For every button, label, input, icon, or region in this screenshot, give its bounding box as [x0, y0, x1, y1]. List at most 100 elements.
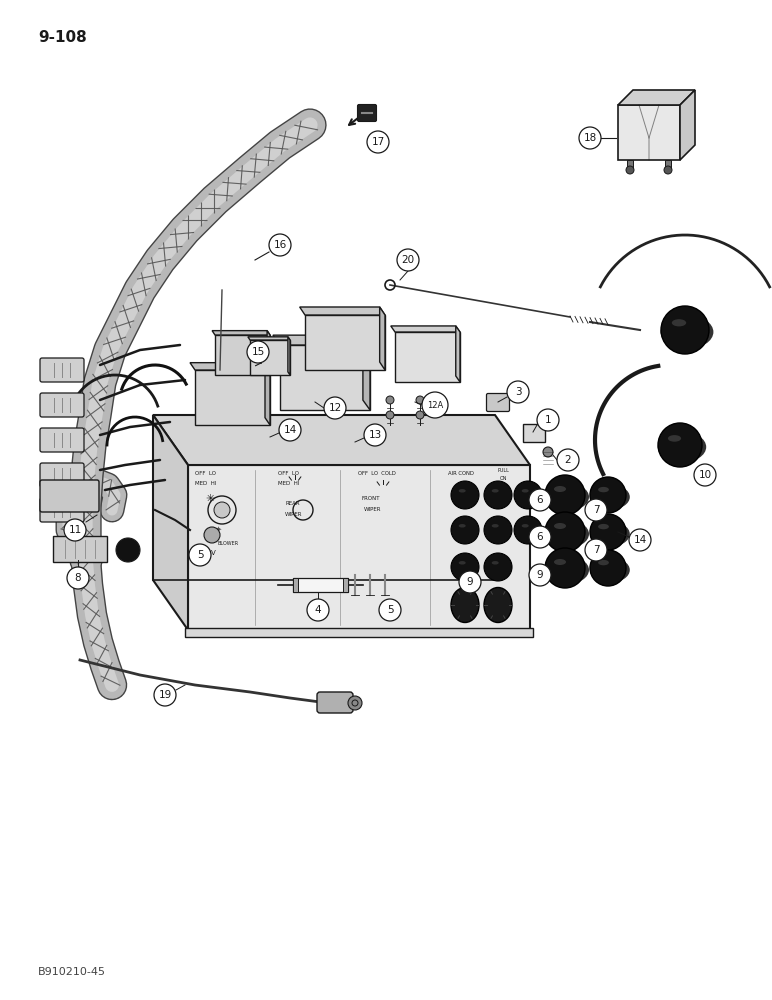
- Circle shape: [459, 571, 481, 593]
- Text: 9: 9: [467, 577, 473, 587]
- Ellipse shape: [545, 556, 589, 584]
- Polygon shape: [280, 345, 370, 410]
- Ellipse shape: [492, 489, 499, 493]
- Bar: [665, 160, 671, 168]
- Text: WIPER: WIPER: [364, 507, 381, 512]
- Ellipse shape: [459, 489, 466, 493]
- Text: 1: 1: [545, 415, 551, 425]
- Circle shape: [590, 514, 626, 550]
- Ellipse shape: [459, 524, 466, 528]
- Text: 9-108: 9-108: [38, 29, 86, 44]
- Ellipse shape: [598, 560, 609, 565]
- Text: AIR COND: AIR COND: [448, 471, 474, 476]
- Polygon shape: [305, 315, 385, 370]
- Circle shape: [386, 396, 394, 404]
- Circle shape: [307, 599, 329, 621]
- Text: 7: 7: [593, 545, 599, 555]
- Circle shape: [204, 527, 220, 543]
- Circle shape: [529, 526, 551, 548]
- Ellipse shape: [668, 435, 681, 442]
- Polygon shape: [265, 363, 270, 425]
- Polygon shape: [188, 465, 530, 630]
- Text: OFF  LO: OFF LO: [195, 471, 216, 476]
- Text: 2: 2: [564, 455, 571, 465]
- Text: 15: 15: [252, 347, 265, 357]
- Polygon shape: [153, 415, 188, 630]
- Circle shape: [529, 564, 551, 586]
- Polygon shape: [273, 335, 370, 345]
- FancyBboxPatch shape: [53, 536, 107, 562]
- Polygon shape: [250, 340, 290, 375]
- Circle shape: [545, 475, 585, 515]
- Ellipse shape: [554, 523, 566, 529]
- Ellipse shape: [484, 587, 512, 622]
- Circle shape: [364, 424, 386, 446]
- Text: 12A: 12A: [427, 400, 443, 410]
- Ellipse shape: [598, 487, 609, 492]
- Circle shape: [529, 489, 551, 511]
- Text: $\approx$V: $\approx$V: [202, 548, 218, 557]
- Text: OFF: OFF: [489, 491, 498, 496]
- Ellipse shape: [554, 486, 566, 492]
- Circle shape: [279, 419, 301, 441]
- Ellipse shape: [459, 561, 466, 565]
- Circle shape: [537, 409, 559, 431]
- Polygon shape: [455, 326, 460, 382]
- Polygon shape: [618, 90, 695, 105]
- Text: 12: 12: [328, 403, 342, 413]
- Text: 9: 9: [537, 570, 543, 580]
- Polygon shape: [380, 307, 385, 370]
- Text: B910210-45: B910210-45: [38, 967, 106, 977]
- Text: MED  HI: MED HI: [195, 481, 216, 486]
- Circle shape: [451, 516, 479, 544]
- Text: BLOWER: BLOWER: [218, 541, 239, 546]
- Circle shape: [507, 381, 529, 403]
- Polygon shape: [215, 335, 270, 375]
- Circle shape: [514, 481, 542, 509]
- Polygon shape: [267, 331, 270, 375]
- Text: 5: 5: [387, 605, 393, 615]
- Circle shape: [214, 502, 230, 518]
- Circle shape: [658, 423, 702, 467]
- Ellipse shape: [492, 561, 499, 565]
- Text: 20: 20: [401, 255, 415, 265]
- Circle shape: [247, 341, 269, 363]
- Circle shape: [324, 397, 346, 419]
- Circle shape: [590, 477, 626, 513]
- Circle shape: [585, 539, 607, 561]
- Circle shape: [590, 550, 626, 586]
- Polygon shape: [190, 363, 270, 370]
- Text: 6: 6: [537, 532, 543, 542]
- Circle shape: [579, 127, 601, 149]
- Circle shape: [379, 599, 401, 621]
- Text: 10: 10: [699, 470, 712, 480]
- Text: 14: 14: [283, 425, 296, 435]
- Bar: [343, 578, 347, 592]
- Circle shape: [67, 567, 89, 589]
- Text: 6: 6: [537, 495, 543, 505]
- Text: 19: 19: [158, 690, 171, 700]
- FancyBboxPatch shape: [357, 104, 377, 121]
- Circle shape: [348, 696, 362, 710]
- Text: REAR: REAR: [285, 501, 300, 506]
- FancyBboxPatch shape: [40, 393, 84, 417]
- Text: 16: 16: [273, 240, 286, 250]
- Circle shape: [585, 499, 607, 521]
- Text: 17: 17: [371, 137, 384, 147]
- Text: 14: 14: [633, 535, 647, 545]
- Text: 11: 11: [69, 525, 82, 535]
- Circle shape: [545, 512, 585, 552]
- Polygon shape: [391, 326, 460, 332]
- Circle shape: [154, 684, 176, 706]
- FancyBboxPatch shape: [40, 463, 84, 487]
- Text: WIPER: WIPER: [285, 512, 303, 517]
- Circle shape: [397, 249, 419, 271]
- Ellipse shape: [661, 315, 713, 349]
- FancyBboxPatch shape: [486, 393, 510, 412]
- Ellipse shape: [545, 483, 589, 511]
- FancyBboxPatch shape: [40, 498, 84, 522]
- Text: 7: 7: [593, 505, 599, 515]
- Polygon shape: [195, 370, 270, 425]
- Text: 18: 18: [584, 133, 597, 143]
- Polygon shape: [212, 331, 270, 335]
